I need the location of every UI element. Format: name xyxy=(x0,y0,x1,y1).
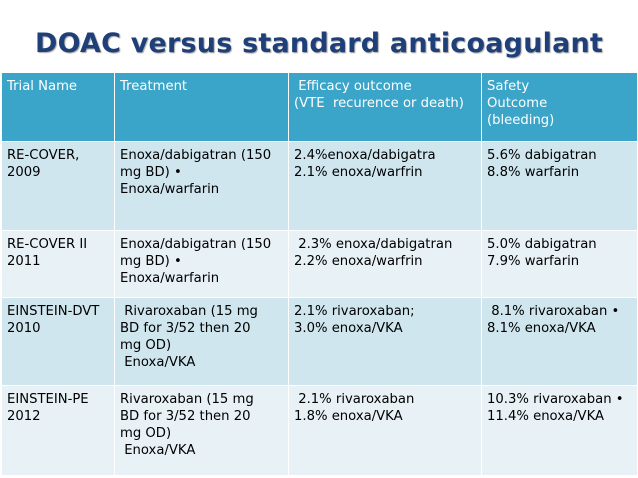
cell-safety: 8.1% rivaroxaban • 8.1% enoxa/VKA xyxy=(481,297,638,386)
cell-trial: RE-COVER, 2009 xyxy=(1,141,115,231)
cell-safety: 5.0% dabigatran 7.9% warfarin xyxy=(481,230,638,298)
cell-safety: 10.3% rivaroxaban • 11.4% enoxa/VKA xyxy=(481,385,638,476)
table-row: RE-COVER, 2009 Enoxa/dabigatran (150 mg … xyxy=(1,141,638,231)
header-trial-name: Trial Name xyxy=(1,72,115,142)
cell-efficacy: 2.3% enoxa/dabigatran 2.2% enoxa/warfrin xyxy=(288,230,482,298)
cell-efficacy: 2.1% rivaroxaban; 3.0% enoxa/VKA xyxy=(288,297,482,386)
cell-safety: 5.6% dabigatran 8.8% warfarin xyxy=(481,141,638,231)
table-header-row: Trial Name Treatment Efficacy outcome (V… xyxy=(1,72,638,142)
cell-treatment: Enoxa/dabigatran (150 mg BD) • Enoxa/war… xyxy=(114,141,289,231)
cell-treatment: Rivaroxaban (15 mg BD for 3/52 then 20 m… xyxy=(114,385,289,476)
trials-table: Trial Name Treatment Efficacy outcome (V… xyxy=(1,72,638,476)
cell-trial: EINSTEIN-DVT 2010 xyxy=(1,297,115,386)
cell-treatment: Rivaroxaban (15 mg BD for 3/52 then 20 m… xyxy=(114,297,289,386)
header-treatment: Treatment xyxy=(114,72,289,142)
cell-efficacy: 2.4%enoxa/dabigatra 2.1% enoxa/warfrin xyxy=(288,141,482,231)
header-safety-outcome: Safety Outcome (bleeding) xyxy=(481,72,638,142)
cell-treatment: Enoxa/dabigatran (150 mg BD) • Enoxa/war… xyxy=(114,230,289,298)
table-row: RE-COVER II 2011 Enoxa/dabigatran (150 m… xyxy=(1,230,638,298)
slide-title: DOAC versus standard anticoagulant xyxy=(34,28,604,59)
cell-efficacy: 2.1% rivaroxaban 1.8% enoxa/VKA xyxy=(288,385,482,476)
header-efficacy-outcome: Efficacy outcome (VTE recurence or death… xyxy=(288,72,482,142)
cell-trial: EINSTEIN-PE 2012 xyxy=(1,385,115,476)
cell-trial: RE-COVER II 2011 xyxy=(1,230,115,298)
table-row: EINSTEIN-PE 2012 Rivaroxaban (15 mg BD f… xyxy=(1,385,638,476)
table-row: EINSTEIN-DVT 2010 Rivaroxaban (15 mg BD … xyxy=(1,297,638,386)
